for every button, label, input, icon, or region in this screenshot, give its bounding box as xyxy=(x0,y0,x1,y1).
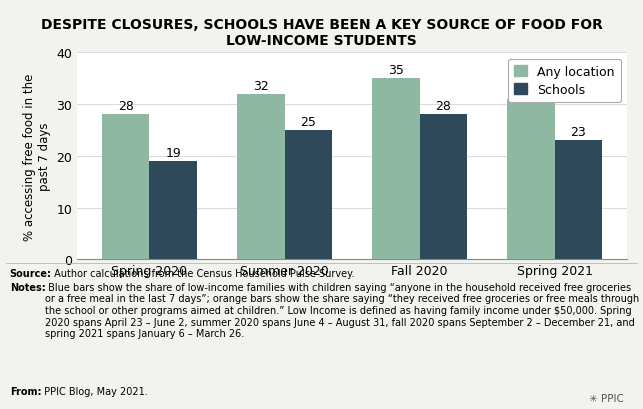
Bar xyxy=(237,94,284,260)
Text: PPIC Blog, May 2021.: PPIC Blog, May 2021. xyxy=(41,387,147,396)
Text: 28: 28 xyxy=(435,100,451,113)
Bar xyxy=(507,100,555,260)
Bar xyxy=(284,130,332,260)
Text: 25: 25 xyxy=(300,116,316,128)
Bar xyxy=(102,115,149,260)
Text: 23: 23 xyxy=(570,126,586,139)
Text: Notes:: Notes: xyxy=(10,282,46,292)
Text: 31: 31 xyxy=(523,85,539,98)
Legend: Any location, Schools: Any location, Schools xyxy=(508,59,620,103)
Text: Blue bars show the share of low-income families with children saying “anyone in : Blue bars show the share of low-income f… xyxy=(45,282,639,339)
Y-axis label: % accessing free food in the
past 7 days: % accessing free food in the past 7 days xyxy=(23,73,51,240)
Text: 35: 35 xyxy=(388,64,404,77)
Bar xyxy=(555,141,602,260)
Bar xyxy=(372,79,420,260)
Text: LOW-INCOME STUDENTS: LOW-INCOME STUDENTS xyxy=(226,34,417,48)
Text: DESPITE CLOSURES, SCHOOLS HAVE BEEN A KEY SOURCE OF FOOD FOR: DESPITE CLOSURES, SCHOOLS HAVE BEEN A KE… xyxy=(41,18,602,32)
Text: 32: 32 xyxy=(253,79,269,92)
Text: 28: 28 xyxy=(118,100,134,113)
Text: 19: 19 xyxy=(165,146,181,160)
Bar xyxy=(420,115,467,260)
Text: Source:: Source: xyxy=(10,268,51,278)
Text: From:: From: xyxy=(10,387,41,396)
Bar xyxy=(149,162,197,260)
Text: ✳ PPIC: ✳ PPIC xyxy=(589,393,624,403)
Text: Author calculations from the Census Household Pulse Survey.: Author calculations from the Census Hous… xyxy=(51,268,355,278)
